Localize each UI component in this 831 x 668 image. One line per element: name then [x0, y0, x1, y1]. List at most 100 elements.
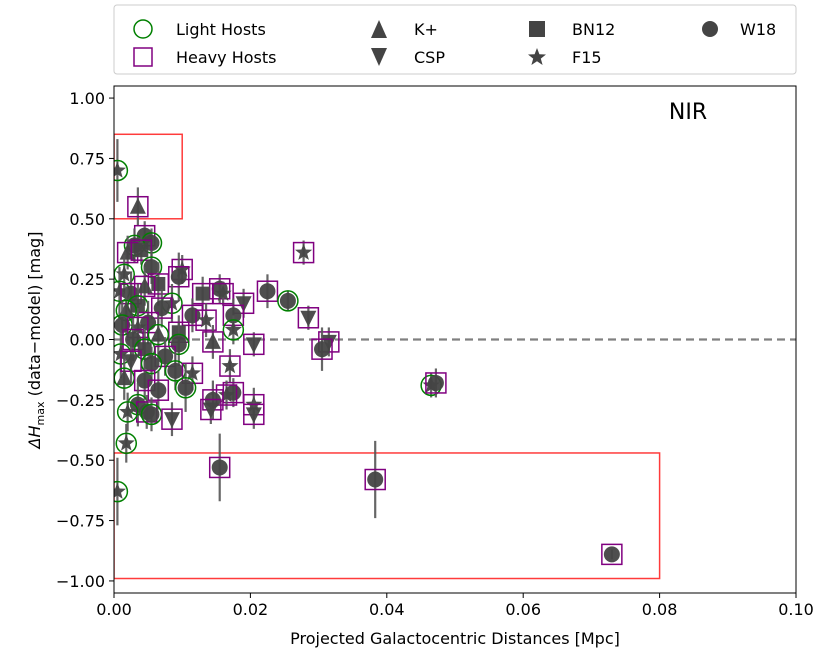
data-point — [208, 433, 231, 502]
x-tick-label: 0.10 — [778, 600, 814, 619]
light-host-marker — [174, 377, 197, 399]
legend-square-icon — [529, 21, 545, 37]
marker-w18 — [143, 259, 160, 276]
legend-heavy-hosts-icon — [133, 47, 153, 67]
legend-star-icon — [528, 48, 546, 65]
marker-csp — [245, 337, 262, 354]
heavy-host-marker — [425, 372, 447, 394]
data-point — [147, 370, 170, 410]
light-host-marker — [114, 159, 129, 182]
marker-csp — [163, 412, 180, 429]
marker-f15 — [214, 284, 232, 301]
marker-f15 — [114, 161, 126, 178]
legend-entry-k-plus: K+ — [371, 20, 438, 39]
legend-light-hosts-label: Light Hosts — [176, 20, 266, 39]
marker-f15 — [117, 434, 135, 451]
data-point — [243, 399, 265, 429]
legend-entry-heavy-hosts: Heavy Hosts — [133, 47, 276, 67]
y-axis-label: ΔHmax (data−model) [mag] — [25, 232, 47, 451]
nir-annotation: NIR — [669, 100, 707, 125]
legend: Light Hosts Heavy Hosts K+ CSP BN12 F15 … — [113, 4, 797, 75]
marker-f15 — [221, 357, 239, 374]
x-tick-label: 0.04 — [369, 600, 405, 619]
legend-entry-f15: F15 — [528, 48, 602, 67]
heavy-host-marker — [292, 241, 315, 264]
data-point — [116, 392, 139, 432]
legend-heavy-hosts-label: Heavy Hosts — [176, 48, 276, 67]
heavy-host-marker — [202, 331, 224, 353]
x-axis-ticks: 0.00 0.02 0.04 0.06 0.08 0.10 — [96, 593, 814, 619]
legend-k-plus-label: K+ — [414, 20, 438, 39]
data-point — [114, 139, 129, 202]
marker-csp — [123, 354, 140, 371]
marker-bn12 — [134, 243, 149, 258]
upper-outlier-box — [114, 133, 183, 220]
marker-w18 — [167, 362, 184, 379]
marker-csp — [202, 402, 219, 419]
marker-f15 — [129, 318, 147, 335]
marker-w18 — [427, 374, 444, 391]
data-point — [174, 363, 197, 412]
data-point — [115, 424, 138, 463]
x-axis-label: Projected Galactocentric Distances [Mpc] — [290, 629, 620, 648]
marker-k-plus — [204, 332, 221, 349]
heavy-host-marker — [181, 304, 204, 327]
legend-entry-light-hosts: Light Hosts — [133, 19, 266, 39]
light-host-marker — [115, 432, 138, 455]
legend-triangle-up-icon — [371, 20, 387, 38]
x-tick-label: 0.02 — [233, 600, 269, 619]
marker-w18 — [153, 300, 170, 317]
legend-entry-csp: CSP — [371, 48, 445, 67]
heavy-host-marker — [147, 273, 170, 295]
legend-csp-label: CSP — [414, 48, 445, 67]
marker-w18 — [177, 379, 194, 396]
y-axis-label-prefix: ΔH — [25, 425, 44, 450]
y-axis-label-subscript: max — [34, 401, 47, 425]
marker-bn12 — [151, 276, 166, 291]
data-point — [297, 305, 320, 330]
heavy-host-marker — [150, 297, 173, 319]
heavy-host-marker — [601, 543, 623, 566]
marker-f15 — [114, 482, 126, 499]
heavy-host-marker — [200, 398, 222, 421]
light-host-marker — [277, 290, 299, 312]
heavy-host-marker — [311, 338, 333, 360]
light-host-marker — [116, 401, 139, 423]
marker-w18 — [143, 406, 160, 423]
heavy-host-marker — [297, 307, 320, 329]
marker-csp — [300, 310, 317, 327]
lower-outlier-box — [114, 452, 661, 580]
marker-bn12 — [195, 286, 210, 301]
data-point — [202, 325, 224, 359]
marker-w18 — [259, 283, 276, 300]
data-point — [425, 368, 447, 398]
x-tick-label: 0.08 — [642, 600, 678, 619]
marker-f15 — [224, 320, 242, 338]
heavy-host-marker — [195, 309, 217, 331]
data-point — [114, 457, 129, 526]
heavy-host-marker — [243, 403, 265, 426]
y-axis-ticks: −1.00 −0.75 −0.50 −0.25 0.00 0.25 0.50 0.75 1.00 — [56, 89, 114, 591]
data-point — [222, 315, 245, 345]
legend-w18-label: W18 — [740, 20, 776, 39]
y-tick-label: 0.25 — [69, 270, 105, 289]
marker-w18 — [143, 355, 160, 372]
light-host-marker — [114, 480, 129, 503]
marker-csp — [235, 296, 252, 313]
marker-f15 — [115, 265, 133, 282]
legend-light-hosts-icon — [133, 19, 153, 39]
heavy-host-marker — [219, 355, 241, 377]
data-point — [292, 240, 315, 265]
heavy-host-marker — [161, 408, 183, 430]
light-host-marker — [140, 352, 163, 375]
legend-circle-icon — [702, 21, 718, 37]
marker-f15 — [295, 243, 313, 260]
y-tick-label: −0.50 — [56, 451, 105, 470]
x-tick-label: 0.00 — [96, 600, 132, 619]
x-tick-label: 0.06 — [505, 600, 541, 619]
y-axis-label-suffix: (data−model) [mag] — [25, 232, 44, 402]
marker-f15 — [218, 386, 236, 403]
marker-w18 — [314, 341, 331, 358]
data-point — [147, 315, 170, 354]
